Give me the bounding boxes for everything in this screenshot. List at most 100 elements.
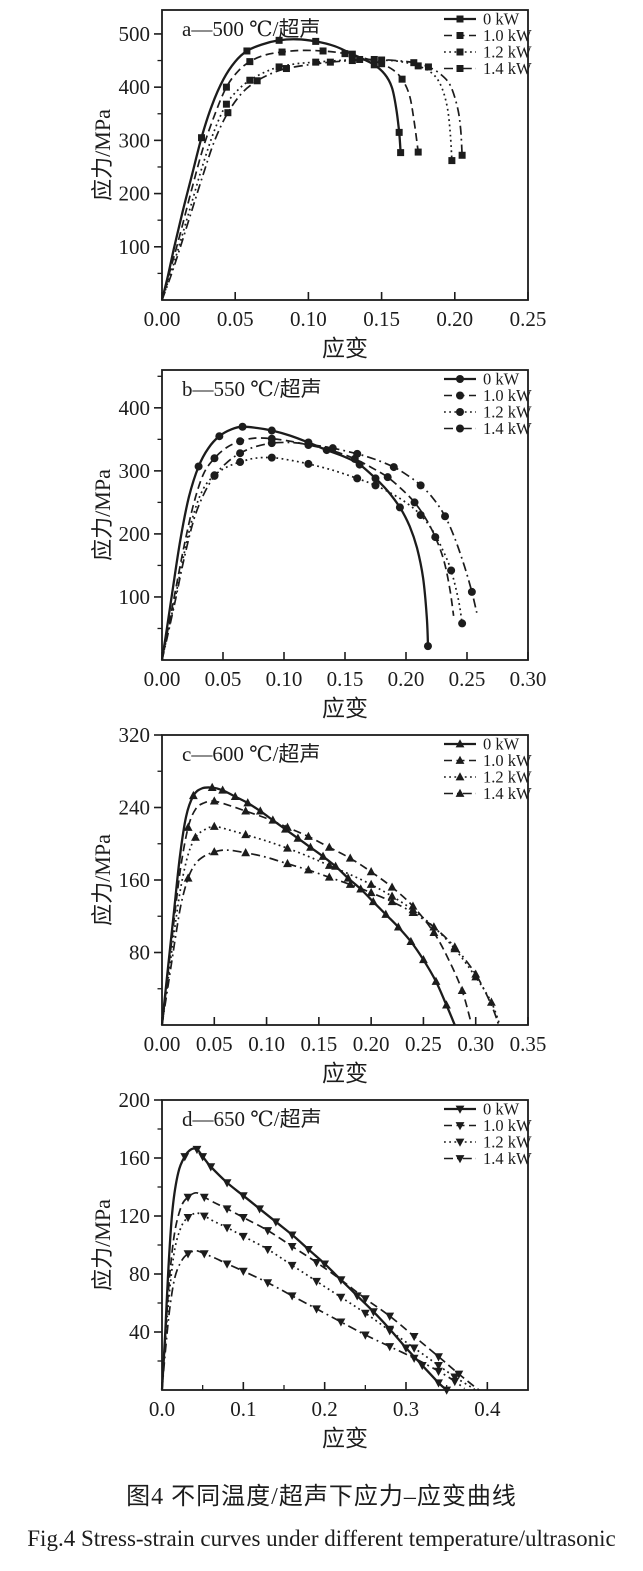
triangle-down-marker — [385, 1343, 395, 1352]
series-line-0kW — [160, 425, 430, 661]
square-marker — [312, 37, 320, 45]
series-line-1.4kW — [161, 1249, 466, 1391]
series-markers-0kW — [188, 782, 451, 1009]
triangle-up-marker — [304, 865, 313, 874]
legend: 0 kW1.0 kW1.2 kW1.4 kW — [444, 10, 532, 78]
y-axis-ticks: 40 80 120 160 200 — [119, 1090, 162, 1362]
triangle-down-marker — [192, 1145, 202, 1155]
legend-label: 0 kW — [483, 10, 520, 29]
series-markers-1.4kW — [210, 439, 476, 596]
x-tick-label: 0.30 — [510, 667, 547, 691]
triangle-up-marker — [366, 867, 376, 876]
triangle-up-marker — [183, 822, 193, 831]
square-marker — [398, 75, 406, 83]
triangle-down-marker — [455, 1138, 465, 1147]
y-tick-label: 200 — [119, 1090, 151, 1112]
legend-label: 0 kW — [483, 370, 520, 389]
series-line-1.2kW — [161, 58, 453, 301]
legend: 0 kW1.0 kW1.2 kW1.4 kW — [444, 1100, 532, 1168]
square-marker — [198, 134, 206, 142]
legend-label: 1.0 kW — [483, 386, 532, 405]
triangle-down-marker — [450, 1377, 460, 1387]
triangle-down-marker — [352, 1292, 362, 1301]
triangle-down-marker — [409, 1332, 419, 1342]
triangle-down-marker — [199, 1193, 209, 1202]
square-marker — [222, 100, 230, 108]
circle-marker — [416, 481, 425, 490]
square-marker — [222, 83, 230, 91]
triangle-up-marker — [241, 848, 251, 857]
x-tick-label: 0.10 — [248, 1032, 285, 1056]
circle-marker — [410, 498, 419, 507]
x-tick-label: 0.15 — [363, 307, 400, 331]
circle-marker — [456, 391, 464, 400]
triangle-down-marker — [336, 1293, 346, 1302]
x-axis-ticks: 0.00 0.05 0.10 0.15 0.20 0.25 — [144, 292, 546, 331]
series-markers-1.2kW — [210, 453, 467, 628]
square-marker — [246, 58, 254, 66]
series-markers-1.0kW — [183, 1193, 464, 1379]
plot-box — [161, 369, 529, 661]
panel-title: c—600 ℃/超声 — [182, 742, 320, 766]
legend-label: 1.4 kW — [483, 784, 532, 803]
triangle-down-marker — [238, 1192, 248, 1201]
square-marker — [326, 58, 334, 66]
x-tick-label: 0.4 — [474, 1397, 501, 1421]
triangle-up-marker — [455, 755, 465, 764]
triangle-up-marker — [431, 976, 441, 985]
triangle-down-marker — [222, 1224, 232, 1233]
legend-label: 0 kW — [483, 1100, 520, 1119]
triangle-up-marker — [387, 891, 397, 900]
panel-title: a—500 ℃/超声 — [182, 17, 320, 41]
triangle-up-marker — [368, 896, 378, 906]
square-marker — [378, 60, 386, 68]
plot-box — [161, 9, 529, 301]
x-tick-label: 0.20 — [353, 1032, 390, 1056]
legend: 0 kW1.0 kW1.2 kW1.4 kW — [444, 370, 532, 438]
triangle-down-marker — [312, 1259, 321, 1268]
series-markers-1.4kW — [224, 55, 466, 159]
triangle-down-marker — [417, 1361, 427, 1371]
triangle-down-marker — [312, 1305, 321, 1314]
triangle-up-marker — [387, 882, 397, 891]
series-markers-0kW — [180, 1145, 452, 1395]
triangle-down-marker — [434, 1379, 443, 1388]
legend-label: 1.2 kW — [483, 43, 532, 62]
series-markers-1.0kW — [222, 47, 422, 156]
square-marker — [456, 32, 464, 39]
circle-marker — [210, 471, 219, 480]
triangle-down-marker — [450, 1373, 460, 1382]
legend-label: 1.2 kW — [483, 768, 532, 787]
legend-label: 1.0 kW — [483, 1116, 532, 1135]
circle-marker — [304, 459, 313, 468]
y-tick-label: 240 — [119, 796, 151, 820]
triangle-down-marker — [263, 1279, 273, 1288]
square-marker — [282, 65, 290, 73]
triangle-up-marker — [304, 831, 313, 840]
circle-marker — [441, 512, 450, 521]
triangle-up-marker — [343, 873, 353, 882]
plot-box — [161, 1099, 529, 1391]
square-marker — [397, 149, 405, 157]
y-axis-label: 应力/MPa — [90, 834, 115, 926]
series-line-1.2kW — [161, 825, 501, 1026]
chart-a: 100 200 300 400 500 0.00 0.05 0.10 0.15 0.20 0.25 应… — [90, 9, 546, 360]
triangle-down-marker — [369, 1308, 378, 1317]
x-tick-label: 0.30 — [457, 1032, 494, 1056]
triangle-up-marker — [209, 796, 219, 805]
y-tick-label: 400 — [119, 396, 151, 420]
triangle-up-marker — [209, 847, 219, 856]
series-line-1.0kW — [161, 437, 455, 661]
triangle-up-marker — [188, 790, 198, 800]
chart-d: 40 80 120 160 200 0.0 0.1 0.2 0.3 0.4 应变 应力/MPa d—65… — [90, 1090, 532, 1451]
y-axis-label: 应力/MPa — [90, 469, 115, 561]
circle-marker — [353, 474, 362, 483]
legend-label: 0 kW — [483, 735, 520, 754]
triangle-up-marker — [406, 936, 416, 946]
triangle-up-marker — [455, 772, 465, 781]
triangle-up-marker — [218, 785, 228, 794]
x-tick-label: 0.20 — [436, 307, 473, 331]
legend-label: 1.2 kW — [483, 403, 532, 422]
triangle-down-marker — [455, 1155, 465, 1164]
